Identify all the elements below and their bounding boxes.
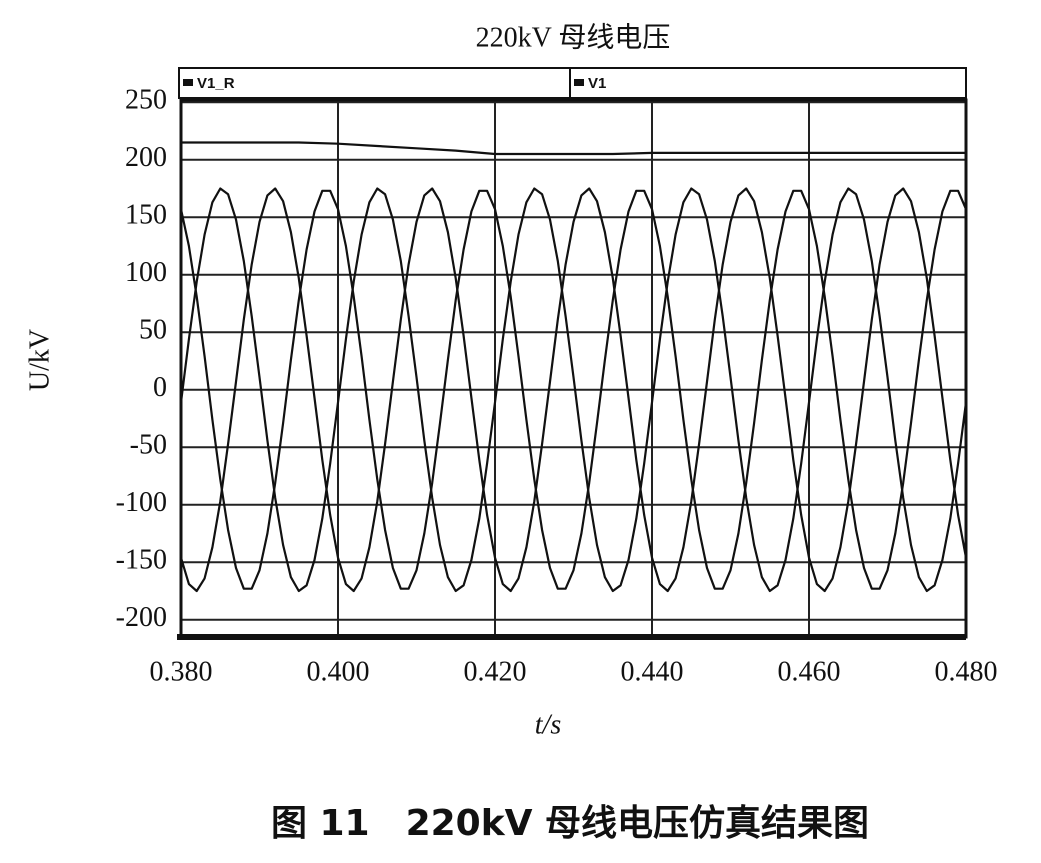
x-tick-label: 0.440 — [621, 656, 684, 687]
x-axis-label: t/s — [535, 709, 562, 740]
x-tick-label: 0.420 — [464, 656, 527, 687]
y-tick-label: 0 — [153, 372, 167, 403]
legend-swatch — [574, 79, 584, 86]
y-tick-label: 50 — [139, 315, 167, 346]
plot-frame — [179, 98, 968, 639]
y-tick-label: -50 — [130, 430, 167, 461]
legend-swatch — [183, 79, 193, 86]
line — [179, 187, 968, 593]
legend-box — [178, 67, 967, 99]
y-tick-label: 100 — [125, 257, 167, 288]
y-tick-label: -200 — [116, 602, 167, 633]
y-axis-label: U/kV — [24, 329, 55, 391]
x-tick-label: 0.380 — [150, 656, 213, 687]
caption: 图 11 220kV 母线电压仿真结果图 — [271, 803, 869, 844]
x-tick-label: 0.460 — [778, 656, 841, 687]
line — [181, 141, 966, 156]
chart-title: 220kV 母线电压 — [476, 21, 671, 53]
x-tick-label: 0.400 — [307, 656, 370, 687]
line — [179, 189, 968, 590]
x-tick-label: 0.480 — [935, 656, 998, 687]
y-tick-label: 200 — [125, 142, 167, 173]
legend-label: V1_R — [197, 75, 235, 92]
y-tick-label: 150 — [125, 200, 167, 231]
y-tick-label: -100 — [116, 487, 167, 518]
legend-label: V1 — [588, 75, 606, 92]
y-tick-label: 250 — [125, 85, 167, 116]
line — [179, 187, 968, 593]
legend: V1_R V1 — [178, 67, 967, 99]
y-tick-label: -150 — [116, 545, 167, 576]
